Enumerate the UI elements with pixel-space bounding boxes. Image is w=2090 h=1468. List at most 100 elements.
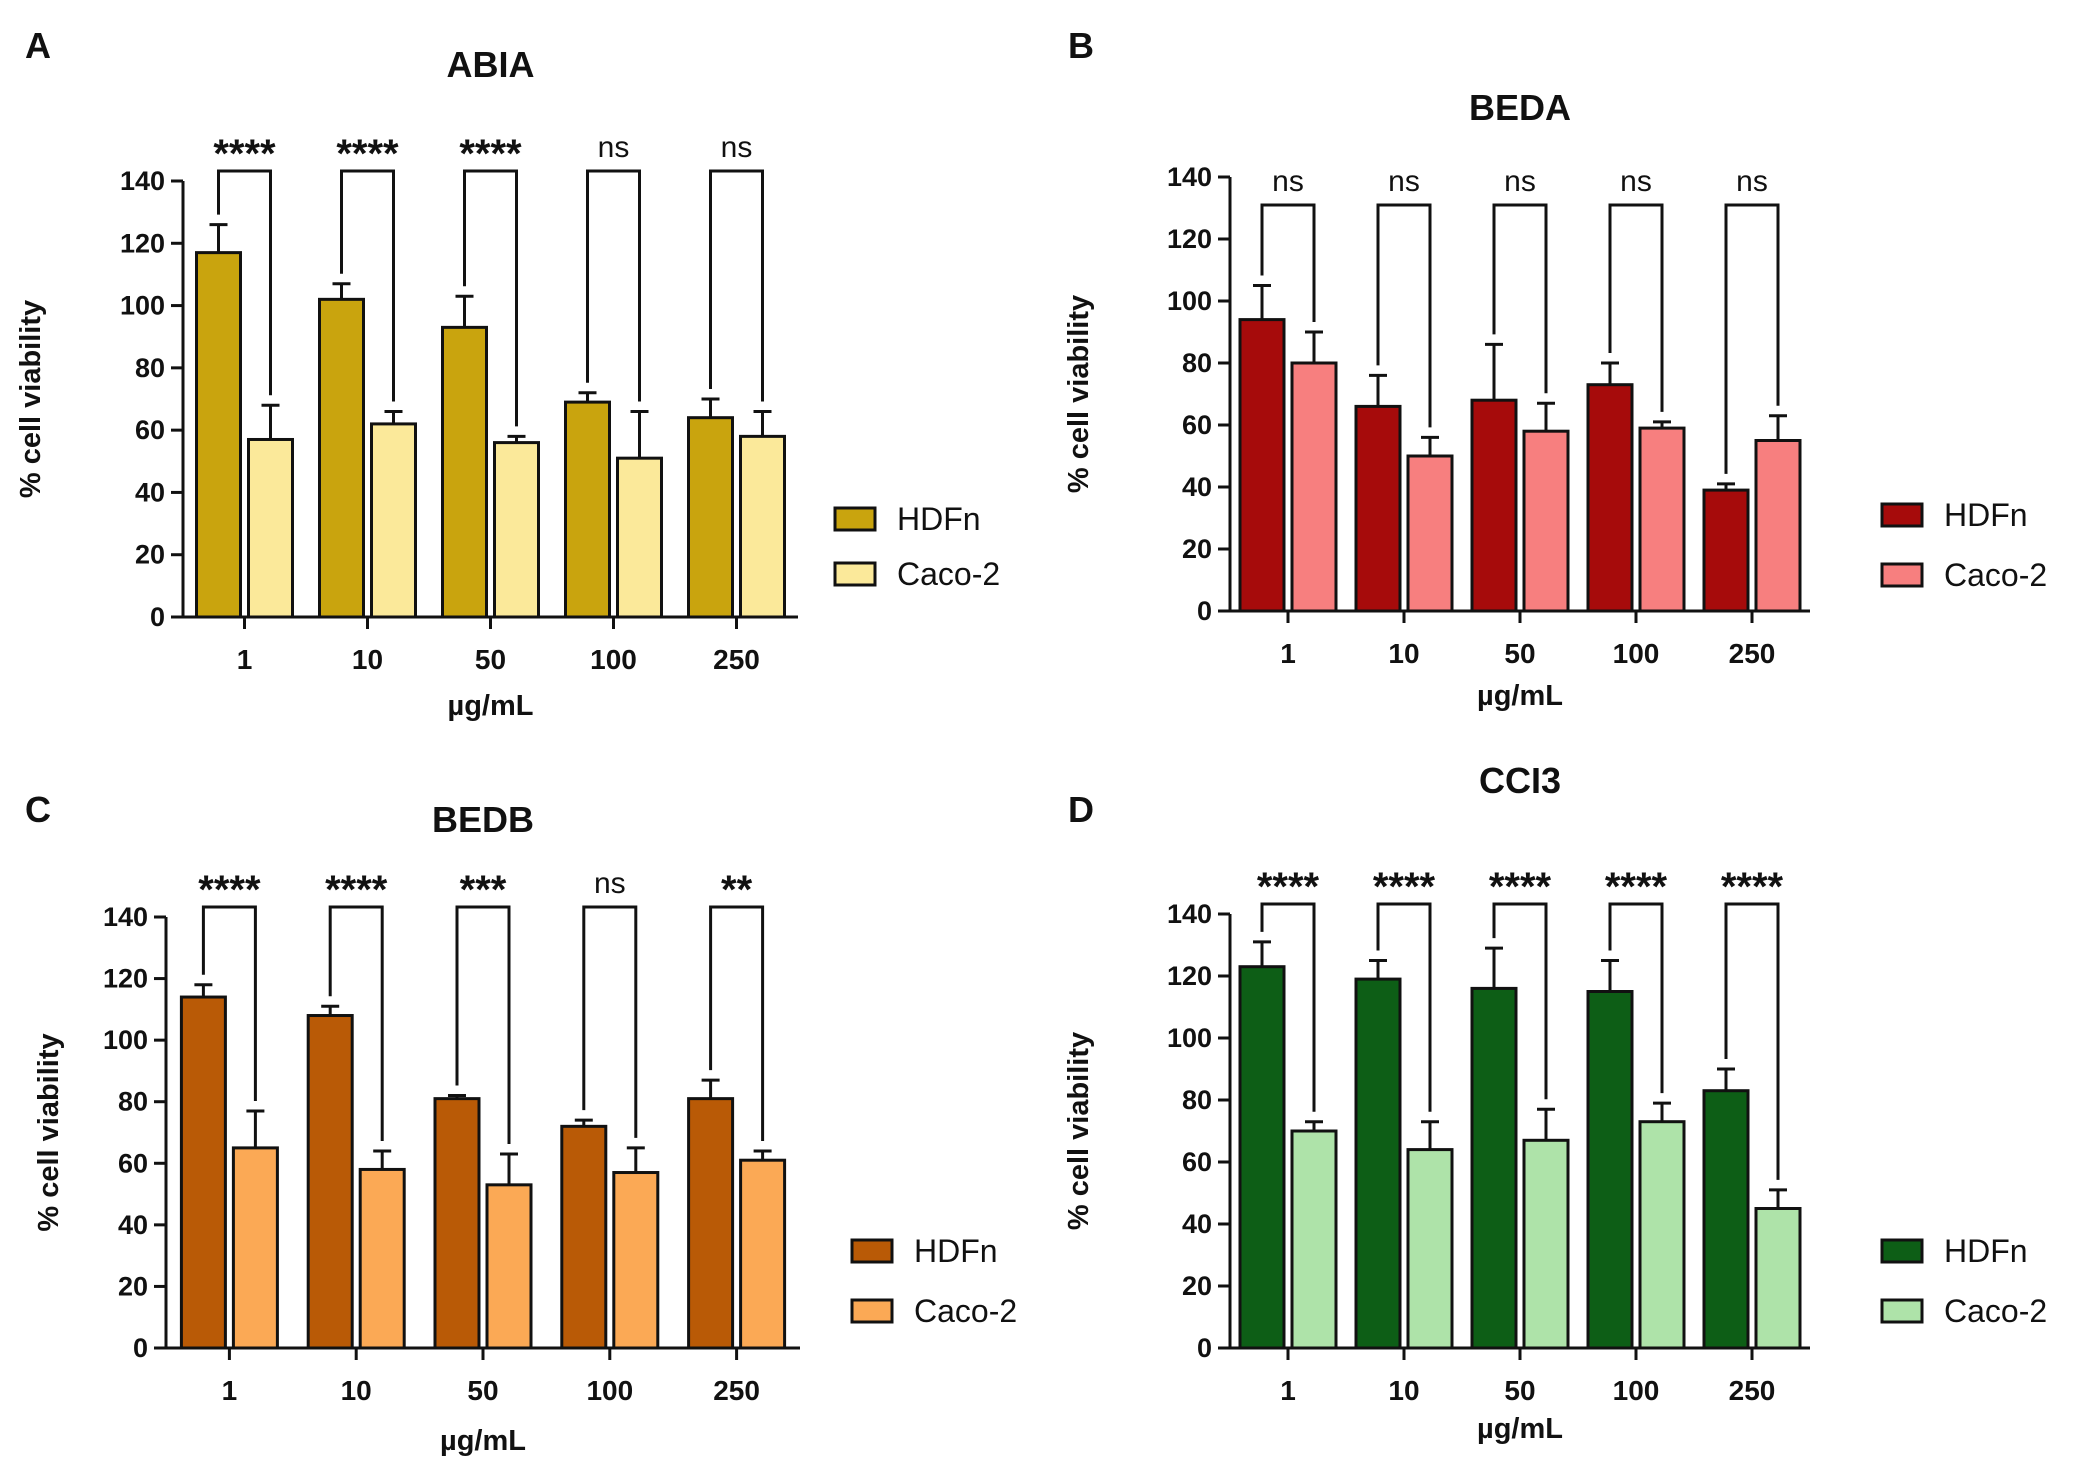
significance-label: **: [721, 868, 753, 912]
y-tick-label: 120: [1167, 224, 1212, 254]
x-tick-label: 1: [237, 644, 253, 675]
y-tick-label: 100: [1167, 286, 1212, 316]
x-tick-label: 100: [586, 1375, 633, 1406]
significance-bracket: [340, 169, 395, 402]
bar-caco-2: [612, 1171, 660, 1350]
y-tick-label: 40: [135, 477, 165, 507]
y-tick-label: 100: [1167, 1023, 1212, 1053]
y-tick-label: 140: [1167, 899, 1212, 929]
y-tick-label: 80: [1182, 348, 1212, 378]
x-tick-label: 10: [341, 1375, 372, 1406]
significance-label: ns: [721, 131, 753, 164]
legend-swatch-hdfn: [1880, 1238, 1924, 1264]
y-tick-label: 60: [135, 415, 165, 445]
bar-hdfn: [564, 400, 611, 619]
significance-label: ****: [459, 132, 522, 176]
bar-caco-2: [739, 1158, 787, 1350]
chart-panel-c: C BEDB 0 20 40 60 80 100 120 140 % cell viability µ…: [25, 789, 1017, 1457]
significance-bracket: [455, 905, 511, 1145]
legend-swatch-hdfn: [850, 1238, 894, 1264]
x-tick-label: 10: [1388, 1375, 1419, 1406]
bar-caco-2: [1406, 1148, 1454, 1350]
y-tick-label: 60: [118, 1148, 148, 1178]
panel-letter: A: [25, 25, 51, 66]
x-tick-label: 100: [1613, 1375, 1660, 1406]
significance-bracket: [201, 905, 257, 1101]
legend-swatch-caco-2: [833, 561, 877, 587]
legend-swatch-hdfn: [1880, 502, 1924, 528]
bar-hdfn: [433, 1097, 481, 1350]
bar-hdfn: [441, 325, 488, 619]
panel-letter: D: [1068, 789, 1094, 830]
y-tick-label: 140: [1167, 162, 1212, 192]
bar-caco-2: [1754, 439, 1802, 613]
x-tick-label: 1: [1280, 1375, 1296, 1406]
significance-label: ****: [198, 868, 261, 912]
significance-label: ****: [1373, 865, 1436, 909]
x-tick-label: 250: [713, 644, 760, 675]
significance-label: ****: [336, 132, 399, 176]
x-axis-title: µg/mL: [448, 690, 534, 722]
legend-label: Caco-2: [914, 1293, 1017, 1329]
y-axis-title: % cell viability: [33, 1033, 65, 1231]
x-tick-label: 100: [1613, 638, 1660, 669]
bar-hdfn: [1238, 318, 1286, 613]
bar-hdfn: [306, 1014, 354, 1350]
bar-hdfn: [1702, 1089, 1750, 1350]
panel-letter: B: [1068, 25, 1094, 66]
x-tick-label: 250: [1729, 1375, 1776, 1406]
legend-label: HDFn: [914, 1233, 998, 1269]
significance-label: ****: [1721, 865, 1784, 909]
bar-caco-2: [1290, 1129, 1338, 1350]
significance-label: ns: [1272, 165, 1304, 198]
x-axis-title: µg/mL: [440, 1425, 526, 1457]
y-axis-title: % cell viability: [1063, 295, 1095, 493]
legend-swatch-caco-2: [850, 1298, 894, 1324]
bar-hdfn: [1470, 986, 1518, 1350]
y-tick-label: 100: [120, 291, 165, 321]
x-tick-label: 50: [475, 644, 506, 675]
significance-label: ns: [598, 131, 630, 164]
y-axis-title: % cell viability: [1063, 1032, 1095, 1230]
y-tick-label: 80: [118, 1087, 148, 1117]
x-axis-title: µg/mL: [1477, 680, 1563, 712]
significance-bracket: [709, 169, 764, 402]
significance-bracket: [709, 905, 765, 1141]
bar-hdfn: [1354, 404, 1402, 613]
y-tick-label: 20: [1182, 1271, 1212, 1301]
bar-caco-2: [247, 437, 294, 619]
y-tick-label: 100: [103, 1025, 148, 1055]
y-tick-label: 20: [118, 1271, 148, 1301]
bar-caco-2: [358, 1167, 406, 1350]
bar-caco-2: [485, 1183, 533, 1350]
x-tick-label: 50: [1504, 1375, 1535, 1406]
significance-bracket: [1376, 902, 1432, 1112]
y-tick-label: 140: [103, 902, 148, 932]
chart-panel-b: B BEDA 0 20 40 60 80 100 120 140 % cell viability µ…: [1063, 25, 2047, 712]
significance-bracket: [1492, 902, 1548, 1100]
significance-bracket: [217, 169, 272, 396]
legend-label: Caco-2: [1944, 1293, 2047, 1329]
panel-letter: C: [25, 789, 51, 830]
y-tick-label: 0: [150, 602, 165, 632]
significance-label: ****: [1257, 865, 1320, 909]
significance-bracket: [463, 169, 518, 427]
chart-title: BEDA: [1469, 87, 1571, 128]
x-tick-label: 100: [590, 644, 637, 675]
chart-panel-a: A ABIA 0 20 40 60 80 100 120 140 % cell viability µ…: [15, 25, 1000, 722]
x-tick-label: 250: [1729, 638, 1776, 669]
y-tick-label: 20: [135, 540, 165, 570]
bar-hdfn: [1702, 488, 1750, 613]
legend-label: Caco-2: [897, 556, 1000, 592]
bar-hdfn: [560, 1124, 608, 1350]
chart-title: BEDB: [432, 799, 534, 840]
y-tick-label: 140: [120, 166, 165, 196]
significance-bracket: [582, 905, 638, 1138]
x-tick-label: 50: [1504, 638, 1535, 669]
significance-label: ****: [1605, 865, 1668, 909]
significance-label: ns: [594, 867, 626, 900]
chart-panel-d: D CCI3 0 20 40 60 80 100 120 140 % cell viability µ…: [1063, 760, 2047, 1445]
y-tick-label: 40: [118, 1210, 148, 1240]
y-tick-label: 40: [1182, 1209, 1212, 1239]
